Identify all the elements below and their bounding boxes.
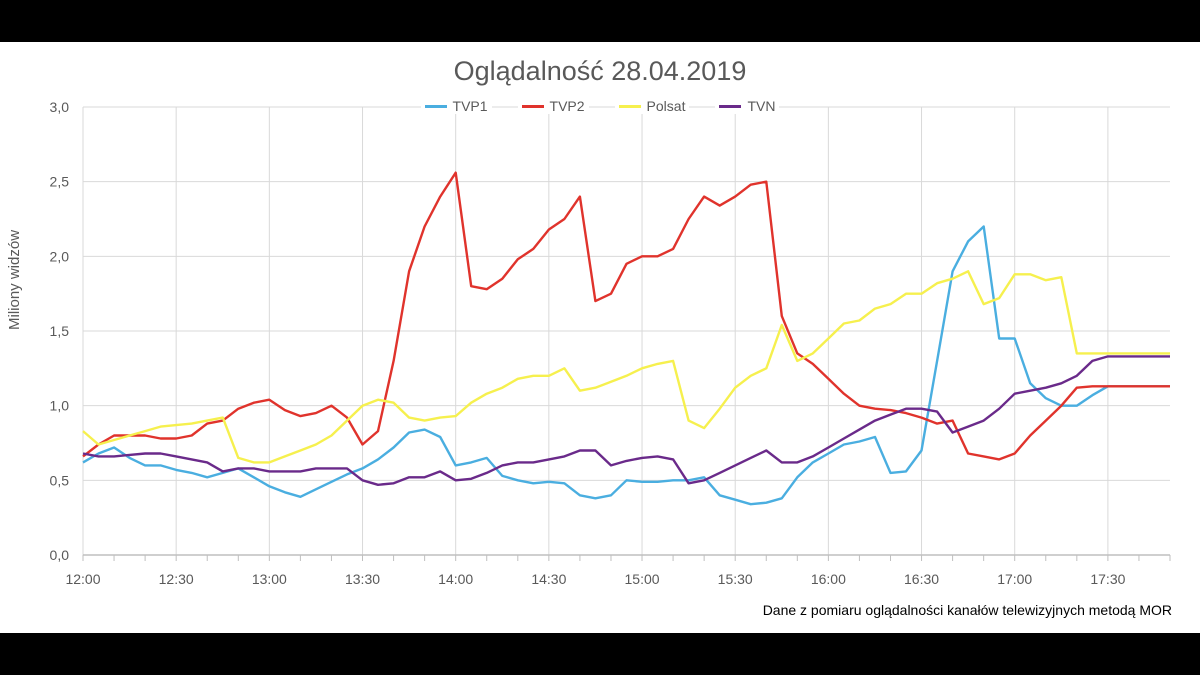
x-tick-label: 13:30	[345, 571, 380, 587]
x-tick-label: 15:30	[718, 571, 753, 587]
x-tick-label: 12:30	[159, 571, 194, 587]
legend-label: TVN	[747, 98, 776, 114]
legend-swatch	[618, 104, 641, 108]
y-tick-label: 0,0	[50, 547, 70, 563]
x-tick-label: 16:30	[904, 571, 939, 587]
legend-swatch	[719, 104, 742, 108]
series-line-tvn	[82, 355, 1170, 486]
legend-label: TVP2	[549, 98, 585, 114]
legend-label: Polsat	[646, 98, 686, 114]
x-tick-label: 12:00	[65, 571, 100, 587]
legend-item-tvp2: TVP2	[517, 98, 589, 114]
y-tick-label: 2,0	[50, 248, 70, 264]
y-tick-label: 3,0	[50, 99, 70, 115]
source-note: Dane z pomiaru oglądalności kanałów tele…	[762, 602, 1172, 618]
y-tick-label: 0,5	[50, 472, 70, 488]
y-axis-label: Miliony widzów	[6, 229, 23, 330]
series-lines	[82, 171, 1170, 506]
y-tick-label: 1,0	[50, 398, 70, 414]
axes: 0,0 0,5 1,0 1,5 2,0 2,5 3,0 12:00 12:30 13:00 13:3…	[50, 99, 1171, 587]
y-tick-label: 2,5	[50, 174, 70, 190]
y-tick-label: 1,5	[50, 323, 70, 339]
series-line-tvp2	[82, 171, 1170, 461]
gridlines	[82, 106, 1170, 556]
x-tick-label: 13:00	[252, 571, 287, 587]
x-tick-label: 16:00	[811, 571, 846, 587]
legend-label: TVP1	[452, 98, 488, 114]
legend-swatch	[521, 104, 544, 108]
x-tick-label: 14:00	[438, 571, 473, 587]
legend-item-tvp1: TVP1	[420, 98, 492, 114]
legend-item-polsat: Polsat	[614, 98, 690, 114]
legend-item-tvn: TVN	[715, 98, 780, 114]
series-line-tvp1	[82, 225, 1170, 506]
series-line-polsat	[82, 270, 1170, 464]
chart-title: Oglądalność 28.04.2019	[453, 56, 747, 86]
x-tick-label: 17:30	[1090, 571, 1125, 587]
x-tick-label: 17:00	[997, 571, 1032, 587]
x-tick-label: 14:30	[531, 571, 566, 587]
legend-swatch	[424, 104, 447, 108]
chart-legend: TVP1 TVP2 Polsat TVN	[0, 98, 1200, 114]
x-tick-label: 15:00	[625, 571, 660, 587]
